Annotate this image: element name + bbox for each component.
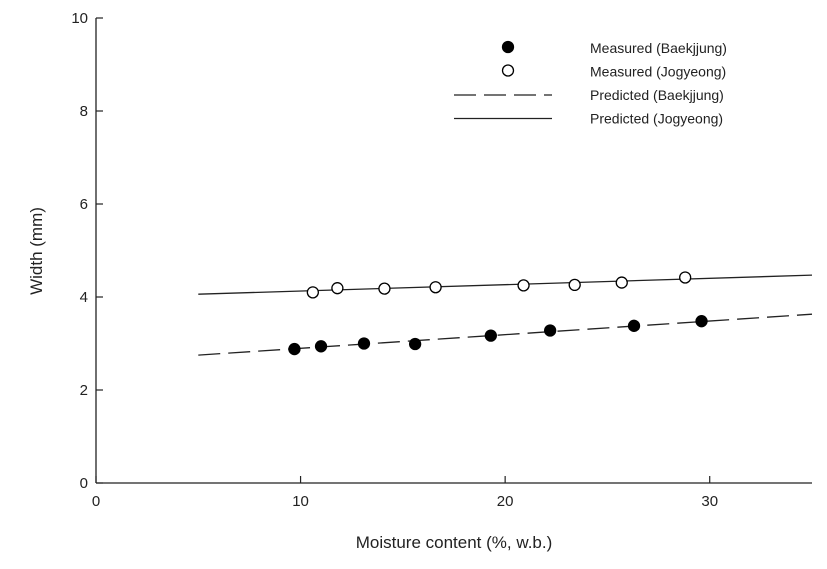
x-tick-label: 30 xyxy=(701,493,718,510)
data-point-measured-baekjjung xyxy=(695,315,708,328)
axes: 0 2 4 6 8 10 0 10 20 30 xyxy=(71,10,812,510)
data-point-measured-jogyeong xyxy=(679,271,692,284)
data-point-measured-jogyeong xyxy=(429,281,442,294)
y-axis-title: Width (mm) xyxy=(27,207,46,295)
data-point-measured-jogyeong xyxy=(615,276,628,289)
legend-label-predicted-baekjjung: Predicted (Baekjjung) xyxy=(590,87,724,103)
x-tick-label: 0 xyxy=(92,493,100,510)
data-point-measured-baekjjung xyxy=(627,319,641,332)
legend: Measured (Baekjjung) Measured (Jogyeong) P… xyxy=(454,40,727,127)
x-tick-label: 20 xyxy=(497,493,514,510)
data-point-measured-baekjjung xyxy=(288,342,301,356)
y-tick-label: 8 xyxy=(80,103,88,120)
x-tick-label: 10 xyxy=(292,493,309,510)
series-line-predicted-baekjjung xyxy=(198,313,813,356)
data-point-measured-jogyeong xyxy=(517,279,530,292)
series-line-predicted-jogyeong xyxy=(198,274,813,295)
y-tick-label: 6 xyxy=(80,196,88,213)
legend-marker-measured-jogyeong xyxy=(501,64,515,77)
data-point-measured-baekjjung xyxy=(357,337,371,350)
y-tick-label: 10 xyxy=(71,10,88,27)
legend-label-measured-jogyeong: Measured (Jogyeong) xyxy=(590,64,726,80)
data-point-measured-baekjjung xyxy=(408,337,422,351)
legend-label-measured-baekjjung: Measured (Baekjjung) xyxy=(590,40,727,56)
data-point-measured-jogyeong xyxy=(378,282,391,295)
y-tick-label: 4 xyxy=(80,289,88,306)
data-point-measured-jogyeong xyxy=(306,286,319,299)
y-tick-label: 0 xyxy=(80,475,88,492)
legend-label-predicted-jogyeong: Predicted (Jogyeong) xyxy=(590,111,723,127)
x-axis-title: Moisture content (%, w.b.) xyxy=(356,533,553,552)
data-point-measured-jogyeong xyxy=(568,278,581,292)
series-layer xyxy=(198,271,813,356)
data-point-measured-baekjjung xyxy=(484,329,497,342)
legend-marker-measured-baekjjung xyxy=(501,40,515,54)
data-point-measured-jogyeong xyxy=(331,282,344,295)
data-point-measured-baekjjung xyxy=(543,324,557,337)
data-point-measured-baekjjung xyxy=(314,340,328,353)
y-tick-label: 2 xyxy=(80,382,88,399)
